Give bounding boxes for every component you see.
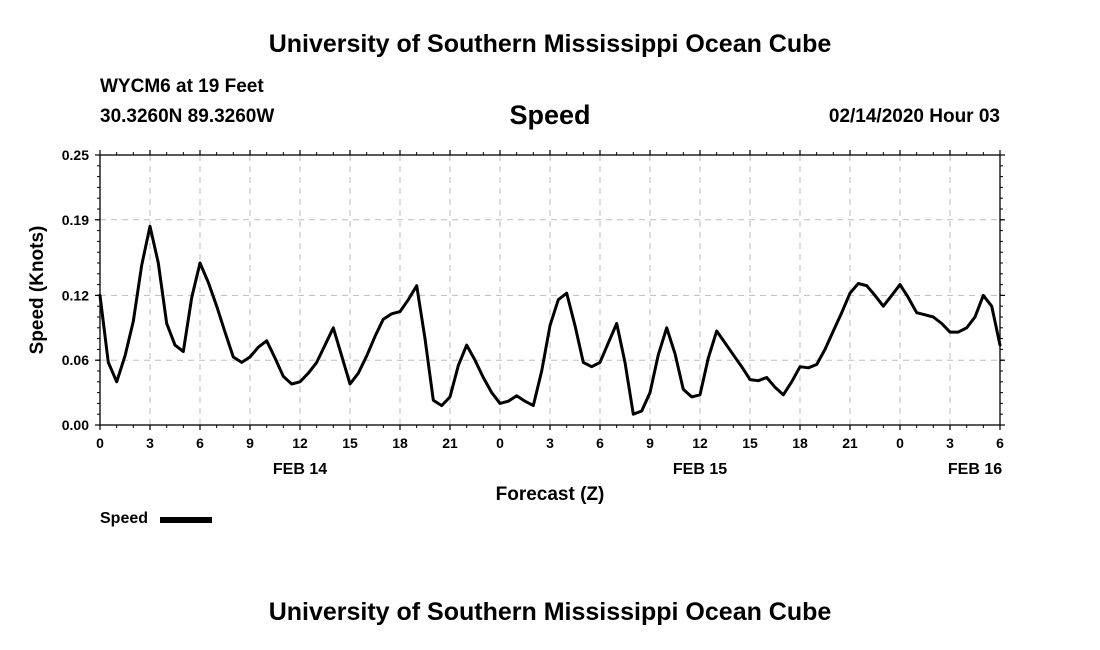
axis-labels: 0 3 6 9 12 15 18 21 0 3 6 9 12 15 18 21 0 3 6 0.00 0.06 0.12 0… xyxy=(27,147,1004,505)
y-axis-title: Speed (Knots) xyxy=(27,226,48,355)
x-tick-label: 15 xyxy=(742,435,758,451)
y-tick-label: 0.00 xyxy=(62,417,89,433)
timestamp-label: 02/14/2020 Hour 03 xyxy=(828,106,1000,127)
legend-label: Speed xyxy=(100,510,149,527)
x-tick-label: 0 xyxy=(96,435,104,451)
x-tick-label: 21 xyxy=(442,435,458,451)
x-tick-label: 21 xyxy=(842,435,858,451)
x-tick-label: 3 xyxy=(146,435,154,451)
y-tick-label: 0.06 xyxy=(62,352,89,368)
x-tick-label: 15 xyxy=(342,435,358,451)
x-tick-label: 6 xyxy=(596,435,604,451)
x-tick-label: 12 xyxy=(292,435,308,451)
date-label: FEB 15 xyxy=(673,461,727,478)
page-title: University of Southern Mississippi Ocean… xyxy=(268,30,832,58)
footer-title: University of Southern Mississippi Ocean… xyxy=(268,598,832,626)
x-tick-label: 12 xyxy=(692,435,708,451)
plot-frame xyxy=(99,154,1001,426)
x-tick-label: 0 xyxy=(496,435,504,451)
y-tick-label: 0.12 xyxy=(62,287,89,303)
x-tick-label: 18 xyxy=(392,435,408,451)
x-tick-label: 0 xyxy=(896,435,904,451)
x-tick-label: 18 xyxy=(792,435,808,451)
date-label: FEB 14 xyxy=(273,461,327,478)
series-layer xyxy=(98,224,1002,416)
x-tick-label: 3 xyxy=(946,435,954,451)
grid xyxy=(100,155,1000,425)
x-tick-label: 6 xyxy=(996,435,1004,451)
x-tick-label: 3 xyxy=(546,435,554,451)
x-tick-label: 9 xyxy=(246,435,254,451)
x-axis-title: Forecast (Z) xyxy=(496,484,605,505)
y-tick-label: 0.25 xyxy=(62,147,89,163)
coordinates-label: 30.3260N 89.3260W xyxy=(100,106,275,127)
plot-title: Speed xyxy=(509,100,591,130)
y-tick-label: 0.19 xyxy=(62,212,89,228)
legend-swatch xyxy=(160,517,212,523)
series-line-speed xyxy=(98,224,1002,416)
x-tick-label: 6 xyxy=(196,435,204,451)
x-tick-label: 9 xyxy=(646,435,654,451)
date-label: FEB 16 xyxy=(948,461,1002,478)
station-label: WYCM6 at 19 Feet xyxy=(100,76,264,97)
